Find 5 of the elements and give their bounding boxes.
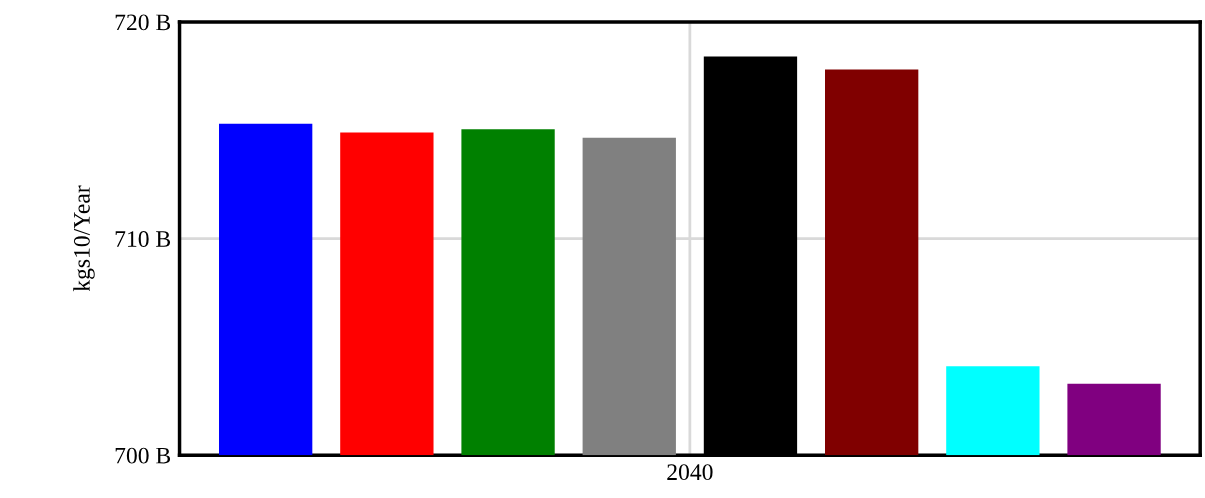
- y-tick-label: 720 B: [115, 14, 171, 31]
- y-tick-label: 710 B: [115, 231, 171, 247]
- y-axis-title: kgs10/Year: [73, 185, 95, 292]
- y-tick-label: 700 B: [115, 447, 171, 464]
- x-tick-label: 2040: [667, 464, 713, 481]
